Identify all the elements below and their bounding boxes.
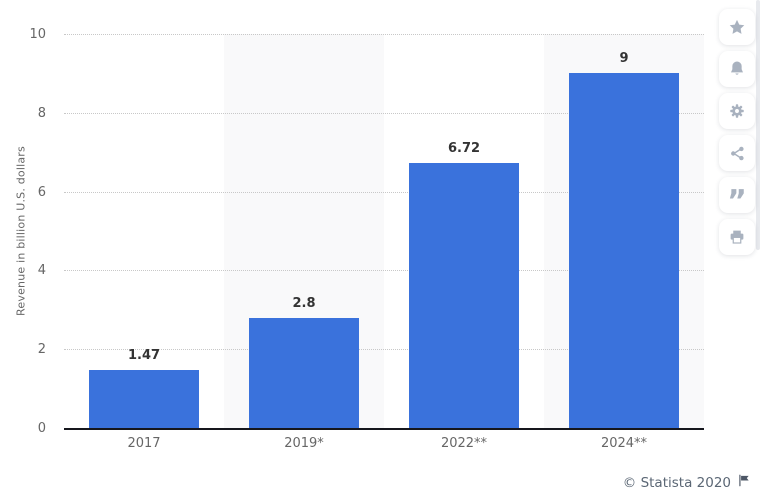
notifications-button[interactable] <box>719 51 755 87</box>
y-tick-label: 8 <box>37 105 46 121</box>
x-tick-label: 2024** <box>600 436 648 451</box>
y-tick-label: 10 <box>29 27 46 42</box>
bar-2017[interactable] <box>89 370 199 428</box>
bar-2022**[interactable] <box>409 163 519 428</box>
share-button[interactable] <box>719 135 755 171</box>
bar-2019*[interactable] <box>249 317 359 428</box>
y-tick-label: 0 <box>37 421 46 436</box>
bar-value-label: 9 <box>619 51 629 67</box>
cite-button[interactable]: ” <box>719 177 755 213</box>
gridline <box>64 112 704 114</box>
copyright: © Statista 2020 <box>623 473 751 492</box>
gridline <box>64 270 704 272</box>
x-tick-label: 2022** <box>440 436 488 451</box>
bar-value-label: 6.72 <box>447 141 481 157</box>
scrollbar-thumb[interactable] <box>756 0 760 250</box>
action-toolbar: ” <box>704 0 760 497</box>
gridline <box>64 349 704 351</box>
settings-button[interactable] <box>719 93 755 129</box>
bar-value-label: 1.47 <box>127 348 161 364</box>
y-tick-label: 2 <box>37 342 46 358</box>
x-tick-label: 2017 <box>127 436 161 451</box>
share-icon <box>729 145 746 162</box>
star-icon <box>728 18 746 36</box>
print-button[interactable] <box>719 219 755 255</box>
plot-band <box>64 34 224 428</box>
bar-value-label: 2.8 <box>292 295 316 311</box>
printer-icon <box>728 228 746 246</box>
copyright-text: © Statista 2020 <box>622 474 731 491</box>
y-tick-label: 4 <box>37 263 46 279</box>
plot-area: 1.47 2.8 6.72 9 <box>64 34 704 430</box>
bell-icon <box>728 60 746 78</box>
flag-icon[interactable] <box>737 473 751 492</box>
quote-icon: ” <box>727 183 747 213</box>
y-tick-label: 6 <box>37 184 46 200</box>
bar-chart: Revenue in billion U.S. dollars 1.47 2.8 6… <box>14 27 704 451</box>
gridline <box>64 191 704 193</box>
bar-2024**[interactable] <box>569 73 679 428</box>
gear-icon <box>728 102 746 120</box>
x-tick-label: 2019* <box>284 436 324 451</box>
y-axis-title: Revenue in billion U.S. dollars <box>14 146 28 316</box>
favorite-button[interactable] <box>719 9 755 45</box>
gridline <box>64 34 704 35</box>
